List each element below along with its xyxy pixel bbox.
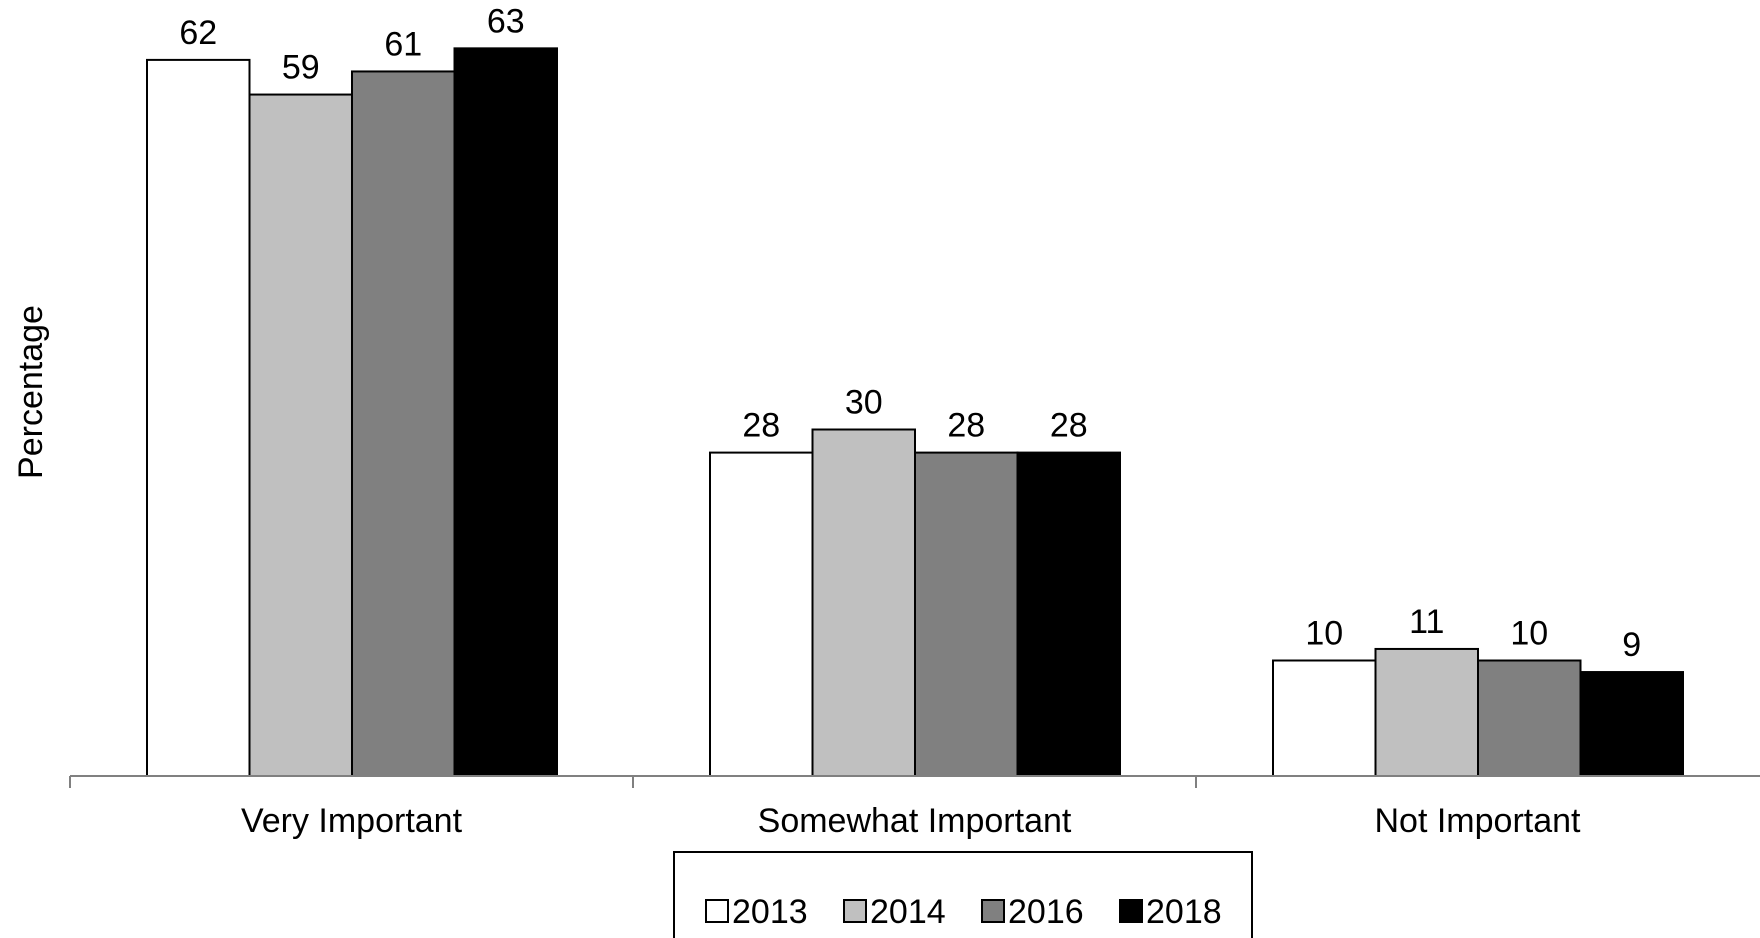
bar-2013-somewhat-important [709, 451, 814, 777]
bars-layer [146, 47, 1684, 778]
bar-2016-very-important [351, 70, 456, 777]
legend-swatch-2013 [705, 899, 729, 923]
x-axis [69, 775, 1760, 788]
bar-2018-not-important [1579, 671, 1684, 777]
value-label-2014-somewhat-important: 30 [845, 384, 883, 422]
category-label-very-important: Very Important [241, 802, 463, 840]
value-label-2018-somewhat-important: 28 [1050, 407, 1088, 445]
value-label-2014-not-important: 11 [1409, 603, 1444, 641]
category-label-not-important: Not Important [1375, 802, 1582, 840]
bar-2016-not-important [1477, 659, 1582, 777]
bar-2016-somewhat-important [914, 451, 1019, 777]
legend-label-2014: 2014 [870, 893, 946, 931]
bar-2013-very-important [146, 58, 251, 777]
value-label-2013-somewhat-important: 28 [742, 407, 780, 445]
legend-label-2013: 2013 [732, 893, 808, 931]
legend-label-2016: 2016 [1008, 893, 1084, 931]
bar-2018-somewhat-important [1016, 451, 1121, 777]
legend-swatch-2016 [981, 899, 1005, 923]
bar-2013-not-important [1272, 659, 1377, 777]
legend: 2013 2014 2016 2018 [673, 851, 1253, 938]
value-label-2013-not-important: 10 [1305, 615, 1343, 653]
legend-swatch-2014 [843, 899, 867, 923]
value-label-2018-very-important: 63 [487, 2, 525, 40]
value-label-2016-not-important: 10 [1510, 615, 1548, 653]
bar-2014-very-important [248, 93, 353, 778]
category-labels-layer: Very Important Somewhat Important Not Impo… [241, 802, 1581, 840]
legend-box [673, 851, 1253, 938]
value-label-2016-somewhat-important: 28 [947, 407, 985, 445]
legend-label-2018: 2018 [1146, 893, 1222, 931]
bar-2014-somewhat-important [811, 428, 916, 777]
bar-2018-very-important [453, 47, 558, 778]
value-labels-layer: 62 59 61 63 28 30 28 28 10 11 10 9 [179, 2, 1641, 664]
value-label-2013-very-important: 62 [179, 14, 217, 52]
legend-swatch-2018 [1119, 899, 1143, 923]
value-label-2016-very-important: 61 [384, 25, 422, 63]
category-label-somewhat-important: Somewhat Important [758, 802, 1072, 840]
bar-2014-not-important [1374, 647, 1479, 778]
value-label-2014-very-important: 59 [282, 49, 320, 87]
y-axis-label: Percentage [12, 305, 50, 479]
value-label-2018-not-important: 9 [1622, 626, 1641, 664]
